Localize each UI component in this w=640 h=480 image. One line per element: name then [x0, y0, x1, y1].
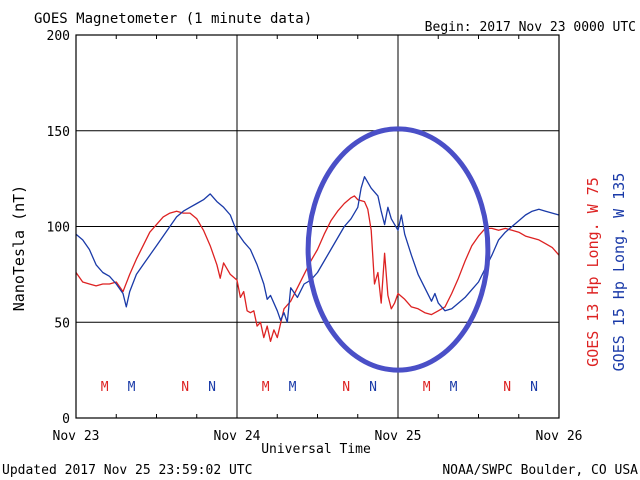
series-line-0 — [75, 195, 560, 343]
y-tick-label: 0 — [62, 412, 70, 427]
y-tick-label: 200 — [47, 29, 70, 44]
updated-time: Updated 2017 Nov 25 23:59:02 UTC — [2, 463, 252, 478]
mn-marker: N — [530, 380, 538, 395]
legend-goes15: GOES 15 Hp Long. W 135 — [610, 173, 628, 372]
y-tick-label: 50 — [54, 316, 70, 331]
begin-time: Begin: 2017 Nov 23 0000 UTC — [425, 20, 636, 35]
data-source: NOAA/SWPC Boulder, CO USA — [442, 463, 638, 478]
mn-marker: N — [342, 380, 350, 395]
mn-marker: M — [423, 380, 431, 395]
x-tick-label: Nov 26 — [536, 429, 583, 444]
mn-marker: N — [369, 380, 377, 395]
chart-title: GOES Magnetometer (1 minute data) — [34, 11, 312, 27]
highlight-ellipse — [305, 126, 491, 373]
mn-marker: N — [181, 380, 189, 395]
x-tick-label: Nov 24 — [214, 429, 261, 444]
legend-goes13: GOES 13 Hp Long. W 75 — [584, 177, 602, 367]
mn-marker: N — [503, 380, 511, 395]
data-series — [75, 176, 560, 343]
y-axis-label: NanoTesla (nT) — [10, 185, 28, 311]
plot-frame — [75, 34, 560, 419]
series-line-1 — [75, 176, 560, 323]
mn-marker: N — [208, 380, 216, 395]
mn-marker: M — [262, 380, 270, 395]
y-tick-label: 150 — [47, 125, 70, 140]
x-axis-label: Universal Time — [261, 442, 371, 457]
x-axis-ticks: Nov 23 Nov 24 Nov 25 Nov 26 — [53, 35, 583, 444]
y-tick-label: 100 — [47, 221, 70, 236]
mn-marker: M — [101, 380, 109, 395]
y-axis-ticks: 0 50 100 150 200 — [47, 29, 70, 427]
mn-marker: M — [289, 380, 297, 395]
x-tick-label: Nov 23 — [53, 429, 100, 444]
x-tick-label: Nov 25 — [375, 429, 422, 444]
mn-marker: M — [128, 380, 136, 395]
mn-marker: M — [450, 380, 458, 395]
grid-lines — [76, 35, 559, 418]
